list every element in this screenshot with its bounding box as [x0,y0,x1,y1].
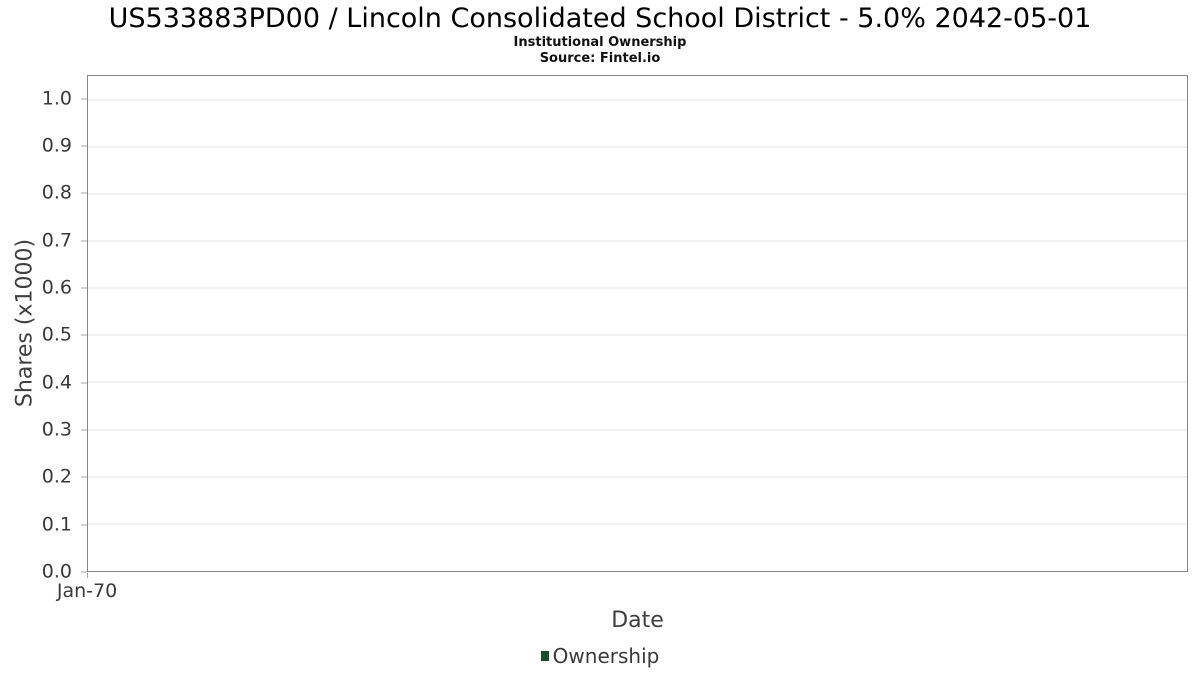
y-tick-label: 0.0 [41,560,72,583]
legend-item-ownership[interactable]: Ownership [540,644,660,668]
y-tick-mark [81,240,87,242]
gridline [88,334,1187,336]
gridline [88,99,1187,101]
y-tick-label: 0.1 [41,513,72,536]
gridline [88,523,1187,525]
y-tick-mark [81,429,87,431]
gridline [88,240,1187,242]
legend-swatch-ownership-icon [540,651,549,661]
y-axis-tickmarks [81,75,87,573]
x-tick-mark [87,573,88,578]
gridline [88,476,1187,478]
y-tick-mark [81,382,87,384]
y-tick-mark [81,476,87,478]
y-tick-label: 0.8 [41,181,72,204]
y-tick-mark [81,98,87,100]
y-tick-mark [81,192,87,194]
y-tick-mark [81,524,87,526]
y-tick-label: 1.0 [41,87,72,110]
chart-title: US533883PD00 / Lincoln Consolidated Scho… [108,3,1092,34]
y-tick-mark [81,287,87,289]
y-tick-label: 0.2 [41,465,72,488]
gridline [88,193,1187,195]
chart-source: Source: Fintel.io [539,51,661,66]
y-axis-label: Shares (x1000) [12,238,38,408]
y-tick-mark [81,571,87,573]
gridline [88,287,1187,289]
x-axis-label: Date [611,608,664,633]
gridline [88,381,1187,383]
legend-label: Ownership [552,644,660,668]
y-tick-label: 0.7 [41,229,72,252]
y-tick-label: 0.3 [41,418,72,441]
y-tick-mark [81,334,87,336]
chart-subtitle: Institutional Ownership [513,35,687,50]
y-tick-label: 0.5 [41,323,72,346]
y-tick-label: 0.4 [41,371,72,394]
plot-area [87,75,1188,572]
y-tick-label: 0.9 [41,134,72,157]
gridline [88,429,1187,431]
y-tick-mark [81,145,87,147]
legend: Ownership [0,644,1200,668]
gridline [88,146,1187,148]
y-tick-label: 0.6 [41,276,72,299]
x-tick-label: Jan-70 [56,580,118,602]
y-axis-ticks: 1.0 0.9 0.8 0.7 0.6 0.5 0.4 0.3 0.2 0.1 0.0 [0,75,78,581]
